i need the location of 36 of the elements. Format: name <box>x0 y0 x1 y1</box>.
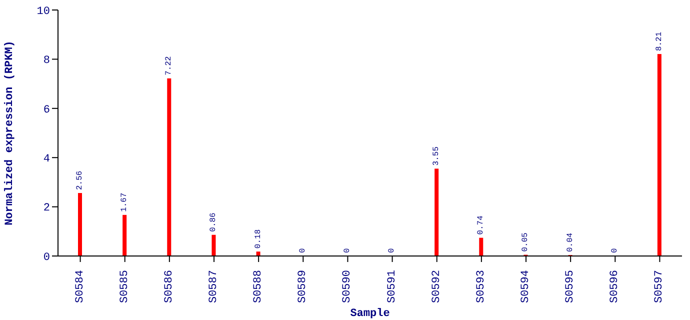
x-axis-title: Sample <box>350 308 390 320</box>
y-tick-label: 4 <box>43 154 50 166</box>
x-tick-label: S0584 <box>74 270 86 304</box>
y-tick-label: 10 <box>36 6 50 18</box>
x-tick-label: S0587 <box>208 270 220 304</box>
x-tick-label: S0593 <box>475 270 488 304</box>
data-label: 1.67 <box>120 192 130 212</box>
data-label: 0 <box>388 248 396 253</box>
data-label: 0 <box>610 248 620 253</box>
data-label: 0.04 <box>566 232 575 252</box>
x-tick-label: S0585 <box>118 270 131 304</box>
y-tick-label: 2 <box>43 202 50 215</box>
y-axis-title: Normalized expression (RPKM) <box>4 40 16 226</box>
x-tick-label: S0595 <box>564 270 577 304</box>
x-tick-label: S0588 <box>252 270 265 304</box>
x-tick-label: S0597 <box>654 270 666 304</box>
data-label: 0.74 <box>476 215 486 235</box>
x-tick-label: S0596 <box>609 270 622 304</box>
data-label: 8.21 <box>654 32 664 52</box>
data-label: 0.86 <box>209 212 218 232</box>
data-label: 0.05 <box>521 232 530 252</box>
x-tick-label: S0592 <box>430 270 443 304</box>
x-tick-label: S0586 <box>163 270 176 304</box>
y-tick-label: 8 <box>43 55 50 68</box>
data-label: 7.22 <box>164 56 174 76</box>
data-label: 2.56 <box>76 170 84 190</box>
x-tick-label: S0590 <box>342 270 354 304</box>
data-label: 0.18 <box>254 229 263 249</box>
data-label: 3.55 <box>432 146 442 166</box>
y-tick-label: 0 <box>43 252 50 264</box>
x-tick-label: S0591 <box>386 270 398 304</box>
x-tick-label: S0589 <box>297 270 310 304</box>
data-label: 0 <box>298 248 308 253</box>
data-label: 0 <box>342 248 352 253</box>
y-tick-label: 6 <box>43 104 50 116</box>
x-tick-label: S0594 <box>520 270 532 304</box>
